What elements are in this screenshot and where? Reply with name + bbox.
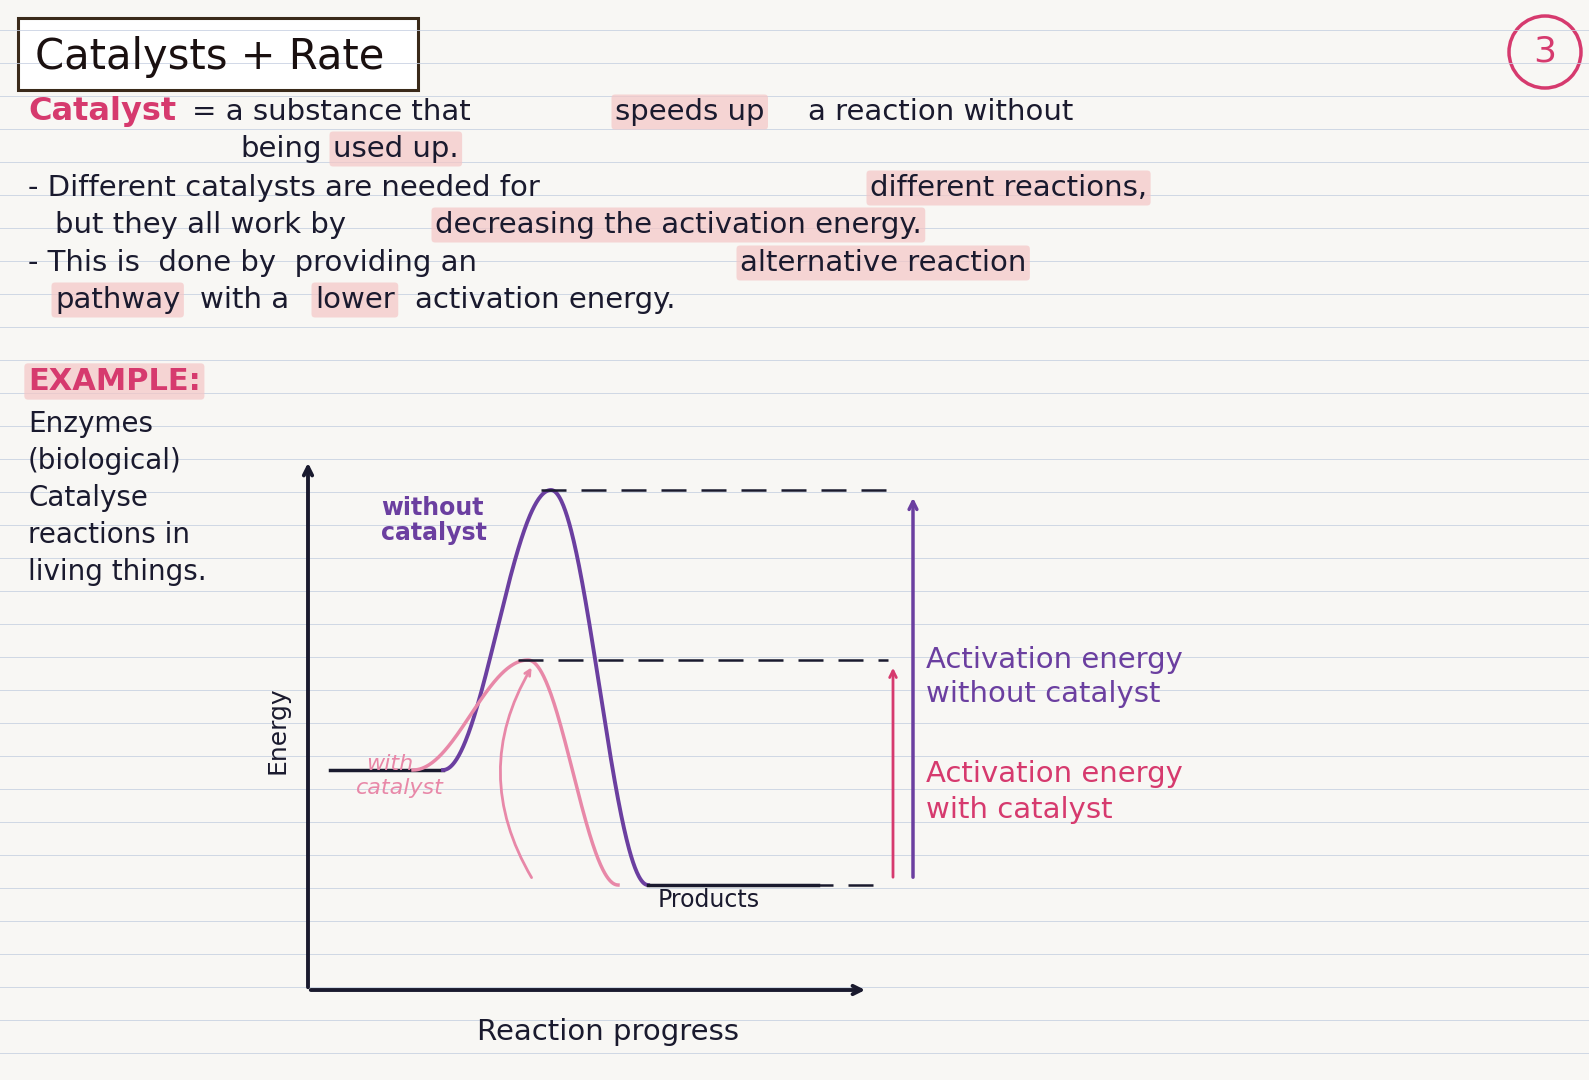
Text: a reaction without: a reaction without [807, 98, 1074, 126]
Bar [17, 18, 418, 90]
Text: Activation energy: Activation energy [926, 646, 1182, 674]
Text: pathway: pathway [56, 286, 181, 314]
Text: without: without [381, 496, 483, 519]
Text: - Different catalysts are needed for: - Different catalysts are needed for [29, 174, 540, 202]
Text: with a: with a [200, 286, 289, 314]
Text: activation energy.: activation energy. [415, 286, 675, 314]
Text: Activation energy: Activation energy [926, 760, 1182, 788]
Text: decreasing the activation energy.: decreasing the activation energy. [435, 211, 922, 239]
Text: Reaction progress: Reaction progress [477, 1018, 739, 1047]
Text: being: being [240, 135, 321, 163]
Text: Catalysts + Rate: Catalysts + Rate [35, 36, 385, 78]
Text: Energy: Energy [265, 686, 291, 773]
Text: catalyst: catalyst [356, 778, 443, 798]
Text: 3: 3 [1533, 35, 1557, 69]
Text: Products: Products [658, 888, 760, 912]
Text: = a substance that: = a substance that [192, 98, 470, 126]
Text: with: with [365, 754, 413, 774]
Text: Enzymes: Enzymes [29, 410, 153, 438]
Text: alternative reaction: alternative reaction [740, 249, 1026, 276]
Text: (biological): (biological) [29, 447, 181, 475]
Text: EXAMPLE:: EXAMPLE: [29, 367, 200, 396]
Text: with catalyst: with catalyst [926, 796, 1112, 823]
Text: but they all work by: but they all work by [56, 211, 346, 239]
Text: reactions in: reactions in [29, 521, 191, 549]
Text: Catalyse: Catalyse [29, 484, 148, 512]
Text: - This is  done by  providing an: - This is done by providing an [29, 249, 477, 276]
Text: living things.: living things. [29, 558, 207, 586]
Text: different reactions,: different reactions, [871, 174, 1147, 202]
Text: lower: lower [315, 286, 394, 314]
Text: Catalyst: Catalyst [29, 96, 176, 127]
Text: speeds up: speeds up [615, 98, 764, 126]
Text: catalyst: catalyst [381, 521, 486, 545]
Text: used up.: used up. [334, 135, 459, 163]
Text: without catalyst: without catalyst [926, 680, 1160, 708]
